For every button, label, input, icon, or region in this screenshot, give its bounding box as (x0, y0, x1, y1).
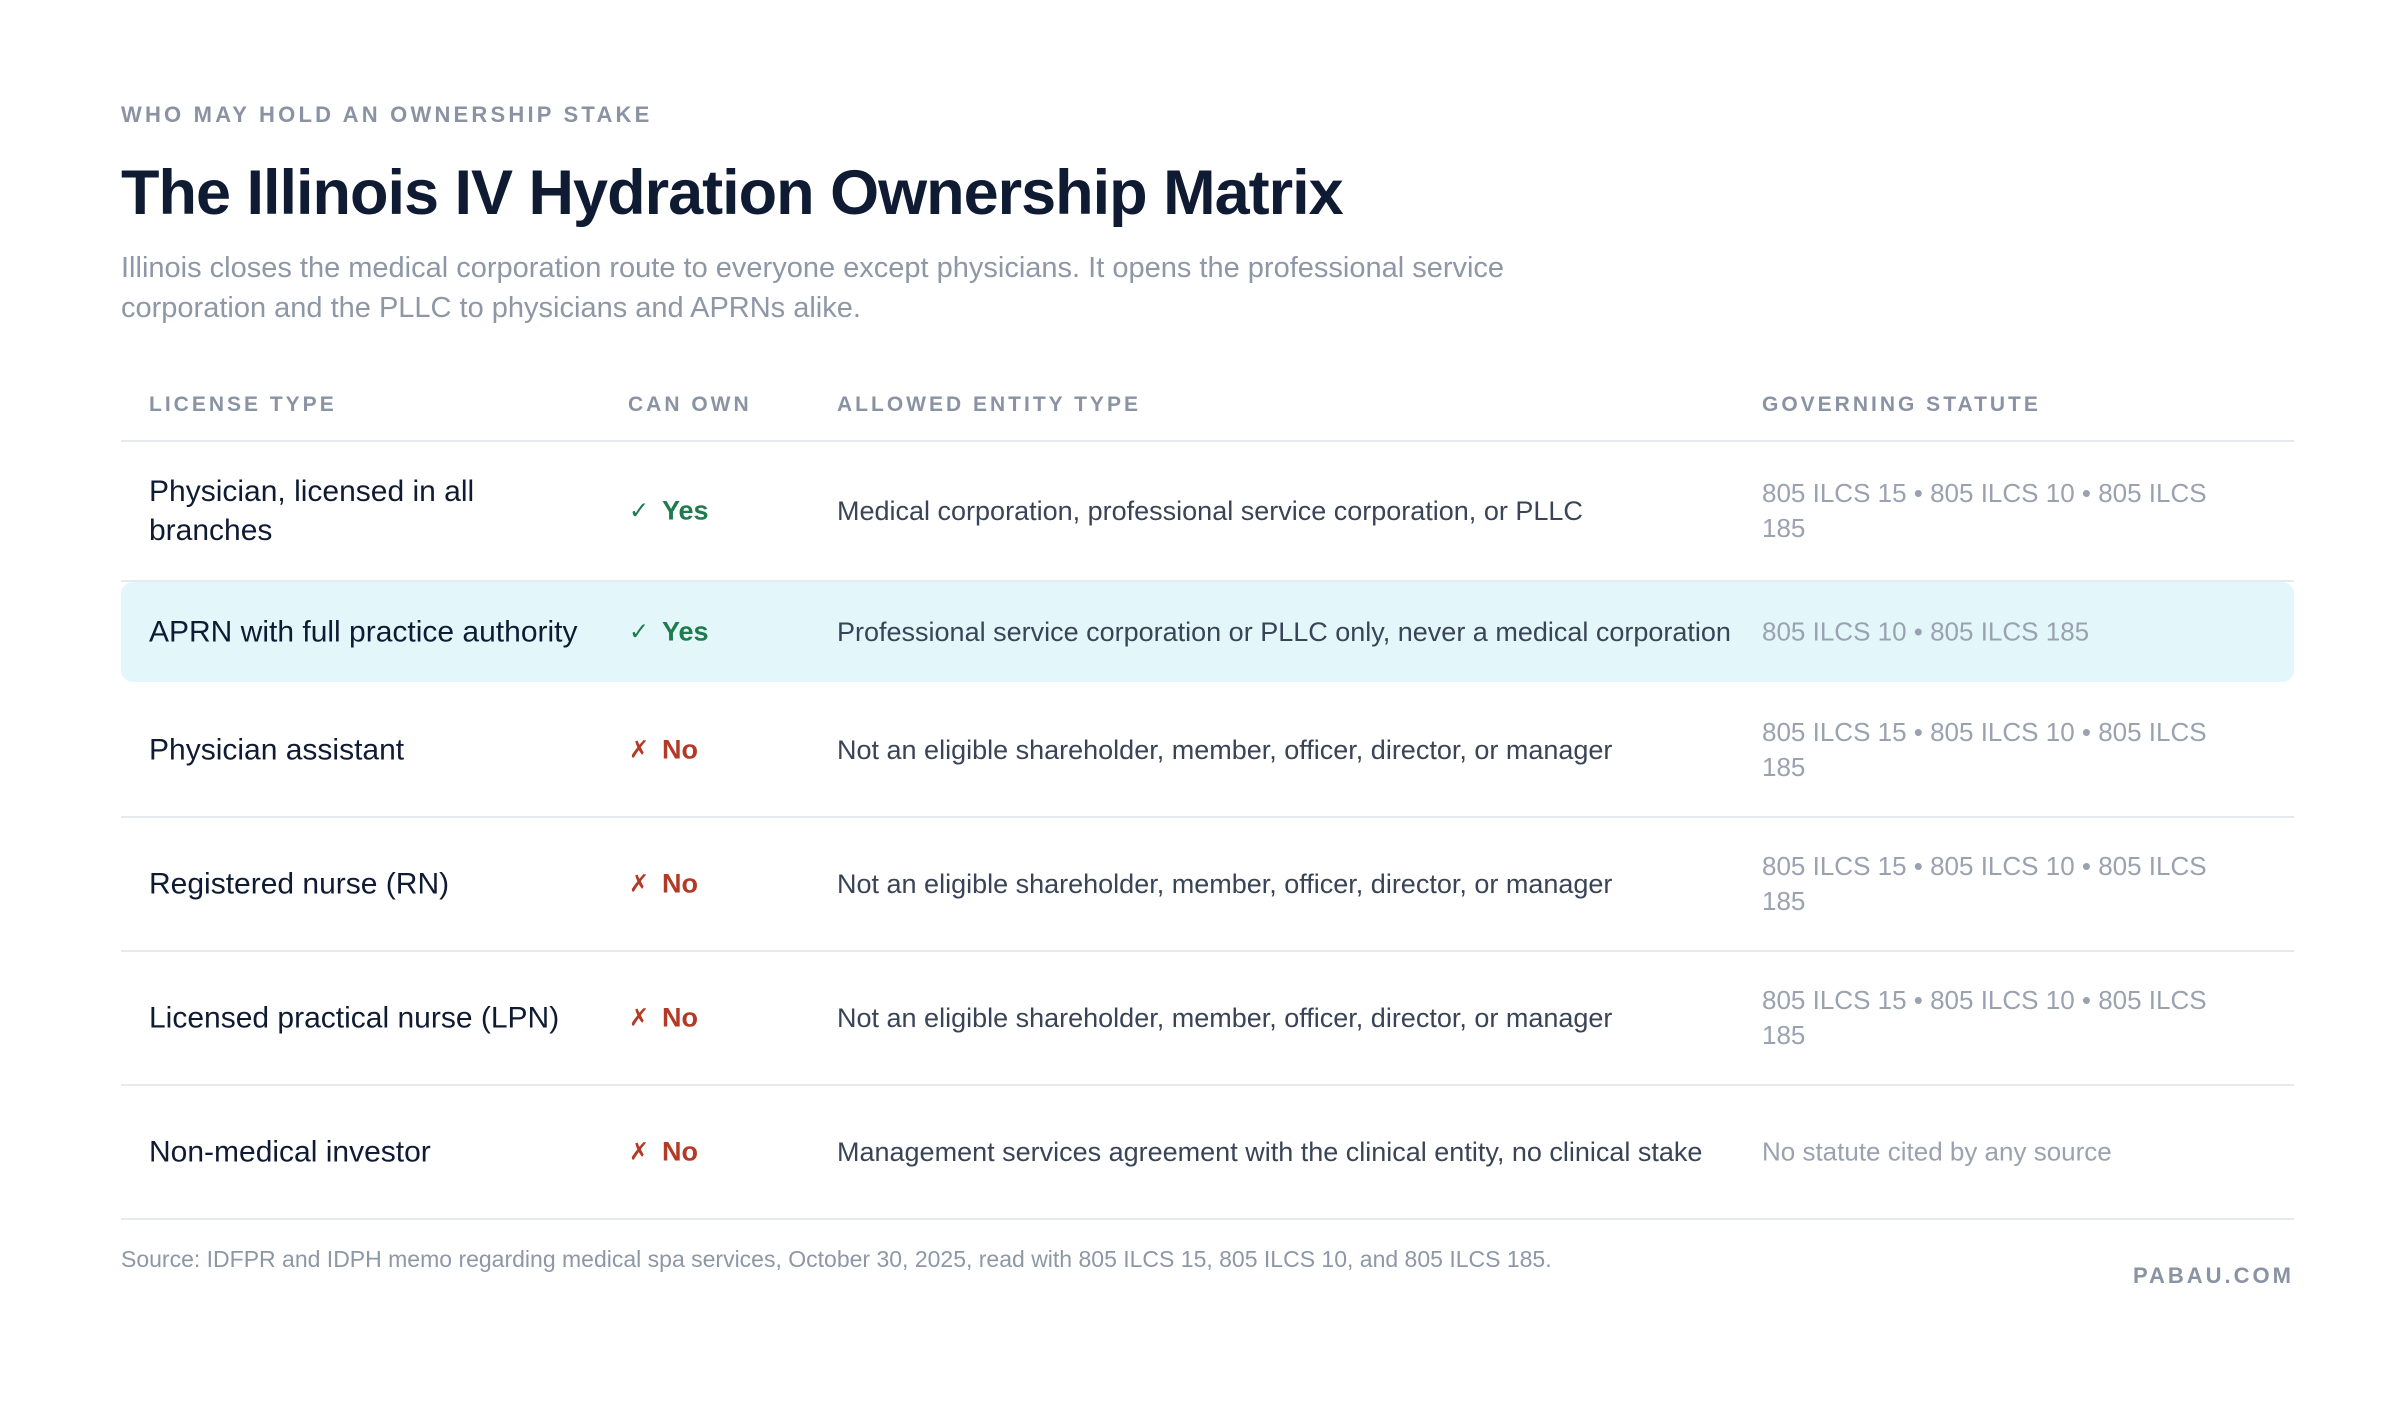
can-own-value: No (662, 868, 698, 899)
column-header-statute: GOVERNING STATUTE (1762, 393, 2041, 416)
can-own-value: Yes (662, 495, 709, 526)
table-row-highlighted: APRN with full practice authority ✓ Yes … (121, 582, 2294, 682)
cross-icon: ✗ (628, 1004, 650, 1032)
can-own-cell: ✓ Yes (628, 496, 709, 527)
checkmark-icon: ✓ (628, 618, 650, 646)
table-row: Physician, licensed in all branches ✓ Ye… (121, 442, 2294, 582)
can-own-cell: ✓ Yes (628, 617, 709, 648)
cross-icon: ✗ (628, 736, 650, 764)
can-own-cell: ✗ No (628, 869, 698, 900)
license-type-cell: Physician, licensed in all branches (149, 475, 475, 547)
entity-type-cell: Not an eligible shareholder, member, off… (837, 735, 1613, 765)
brand-link[interactable]: PABAU.COM (2132, 1263, 2294, 1288)
entity-type-cell: Not an eligible shareholder, member, off… (837, 869, 1613, 899)
column-header-entity-type: ALLOWED ENTITY TYPE (837, 393, 1141, 416)
table-row: Physician assistant ✗ No Not an eligible… (121, 684, 2294, 818)
page-subtitle: Illinois closes the medical corporation … (121, 252, 1505, 324)
statute-cell: 805 ILCS 15 • 805 ILCS 10 • 805 ILCS 185 (1762, 478, 2207, 543)
can-own-value: No (662, 734, 698, 765)
can-own-cell: ✗ No (628, 735, 698, 766)
table-row: Non-medical investor ✗ No Management ser… (121, 1086, 2294, 1220)
can-own-value: No (662, 1002, 698, 1033)
license-type-cell: Physician assistant (149, 733, 405, 767)
license-type-cell: Licensed practical nurse (LPN) (149, 1001, 560, 1035)
entity-type-cell: Professional service corporation or PLLC… (837, 617, 1731, 647)
can-own-value: No (662, 1136, 698, 1167)
checkmark-icon: ✓ (628, 497, 650, 525)
license-type-cell: Registered nurse (RN) (149, 867, 450, 901)
entity-type-cell: Medical corporation, professional servic… (837, 496, 1583, 526)
cross-icon: ✗ (628, 870, 650, 898)
source-note: Source: IDFPR and IDPH memo regarding me… (121, 1246, 1552, 1272)
eyebrow-label: WHO MAY HOLD AN OWNERSHIP STAKE (121, 102, 653, 127)
statute-cell: 805 ILCS 10 • 805 ILCS 185 (1762, 616, 2090, 647)
can-own-value: Yes (662, 616, 709, 647)
table-row: Licensed practical nurse (LPN) ✗ No Not … (121, 952, 2294, 1086)
table-row: Registered nurse (RN) ✗ No Not an eligib… (121, 818, 2294, 952)
column-header-can-own: CAN OWN (628, 393, 752, 416)
statute-cell: 805 ILCS 15 • 805 ILCS 10 • 805 ILCS 185 (1762, 985, 2207, 1050)
license-type-cell: APRN with full practice authority (149, 615, 578, 649)
cross-icon: ✗ (628, 1138, 650, 1166)
page-title: The Illinois IV Hydration Ownership Matr… (121, 158, 1344, 228)
ownership-table: LICENSE TYPE CAN OWN ALLOWED ENTITY TYPE… (121, 360, 2294, 1220)
license-type-cell: Non-medical investor (149, 1135, 431, 1169)
statute-cell: 805 ILCS 15 • 805 ILCS 10 • 805 ILCS 185 (1762, 851, 2207, 916)
statute-cell: No statute cited by any source (1762, 1136, 2112, 1167)
can-own-cell: ✗ No (628, 1137, 698, 1168)
table-header: LICENSE TYPE CAN OWN ALLOWED ENTITY TYPE… (121, 360, 2294, 442)
can-own-cell: ✗ No (628, 1003, 698, 1034)
ownership-matrix-page: WHO MAY HOLD AN OWNERSHIP STAKE The Illi… (121, 100, 2294, 1288)
column-header-license-type: LICENSE TYPE (149, 393, 337, 416)
entity-type-cell: Not an eligible shareholder, member, off… (837, 1003, 1613, 1033)
entity-type-cell: Management services agreement with the c… (837, 1137, 1703, 1167)
statute-cell: 805 ILCS 15 • 805 ILCS 10 • 805 ILCS 185 (1762, 717, 2207, 782)
footer: Source: IDFPR and IDPH memo regarding me… (121, 1243, 2294, 1288)
